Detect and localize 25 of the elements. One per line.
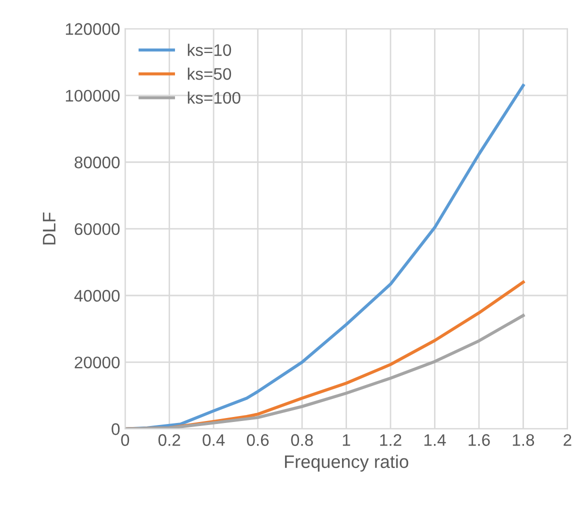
legend-label: ks=50 (188, 68, 232, 80)
y-tick-label: 60000 (74, 223, 120, 236)
x-tick-label: 1.4 (424, 434, 446, 446)
line-series (125, 314, 525, 429)
x-tick-label: 0 (121, 434, 130, 446)
x-axis-title: Frequency ratio (285, 454, 408, 472)
y-tick-label: 80000 (74, 156, 120, 168)
y-axis-title: DLF (42, 212, 56, 244)
y-tick-label: 100000 (66, 90, 120, 102)
x-tick-label: 0.2 (158, 434, 180, 446)
y-tick-label: 120000 (66, 23, 120, 35)
legend-label: ks=10 (188, 44, 232, 56)
x-tick-label: 0.6 (246, 434, 269, 446)
x-tick-label: 1 (342, 434, 350, 446)
x-tick-label: 1.2 (380, 434, 402, 446)
x-tick-label: 2 (564, 434, 572, 446)
y-tick-label: 0 (112, 423, 120, 436)
x-tick-label: 1.6 (468, 434, 490, 446)
x-tick-label: 0.4 (202, 434, 225, 446)
y-tick-label: 40000 (74, 290, 120, 302)
line-series (125, 84, 525, 429)
y-tick-label: 20000 (74, 356, 120, 368)
x-tick-label: 0.8 (291, 434, 313, 446)
x-tick-label: 1.8 (512, 434, 534, 446)
legend-label: ks=100 (188, 92, 240, 104)
